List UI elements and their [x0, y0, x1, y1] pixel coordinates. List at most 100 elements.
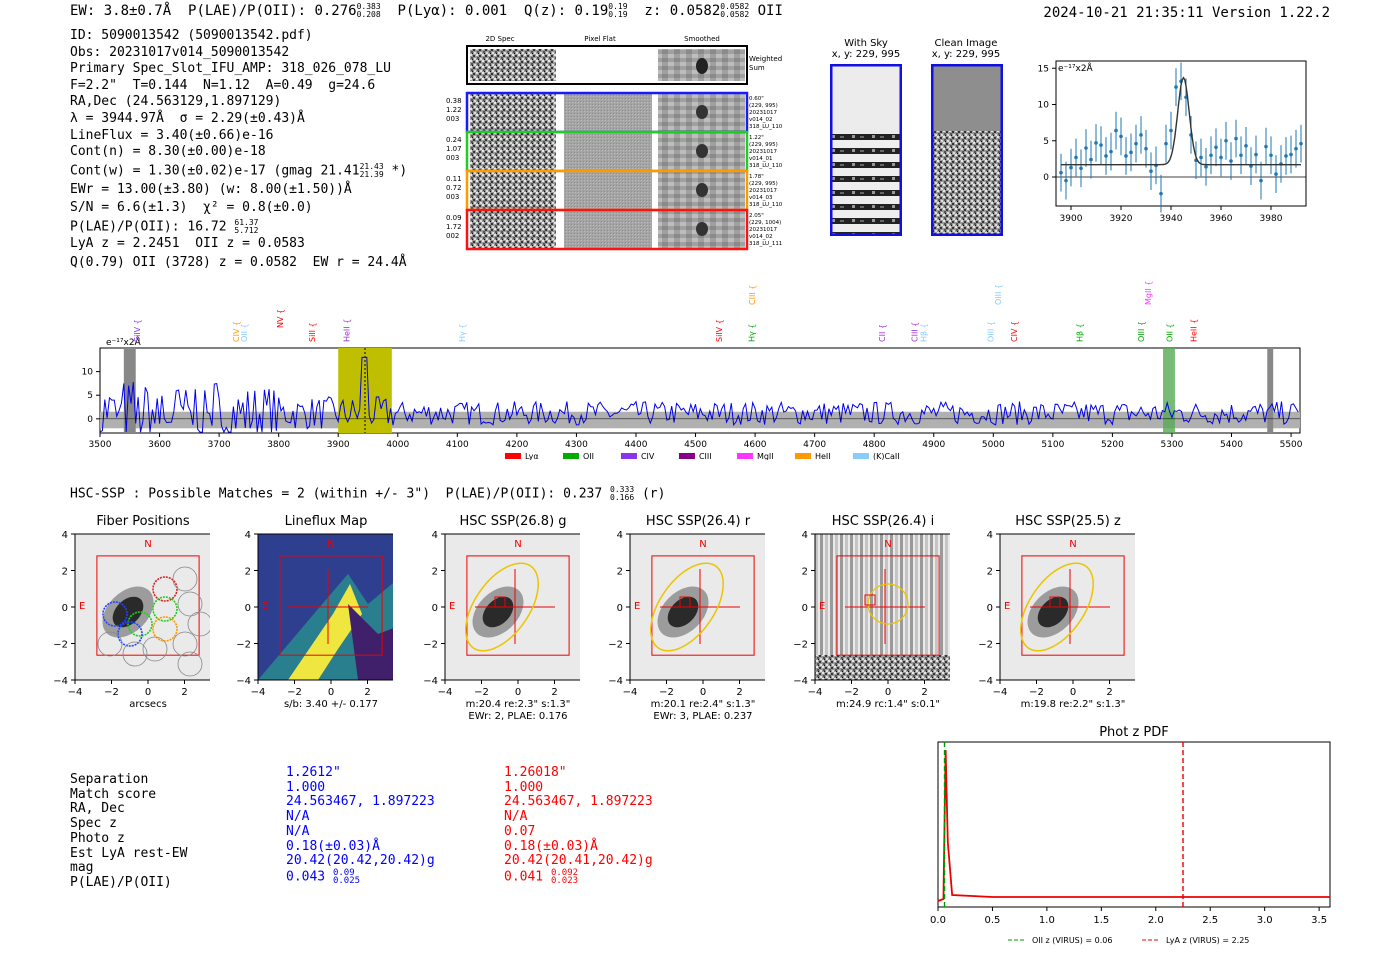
legend-label: MgII [757, 452, 774, 460]
panel-title: Lineflux Map [285, 514, 368, 529]
panel-ytick: 4 [987, 530, 993, 541]
panel-box [96, 555, 200, 656]
north-label: N [327, 539, 334, 550]
match-table: Separation Match score RA, Dec Spec z Ph… [70, 765, 670, 903]
zoom-ytick: 10 [1038, 101, 1050, 111]
zoom-point [1094, 141, 1098, 145]
photz-title: Phot z PDF [1099, 725, 1169, 740]
panel-aperture [465, 562, 539, 652]
zoom-point [1214, 145, 1218, 150]
panel-ytick: 0 [617, 603, 623, 614]
cutout-left-label: 0.72 [446, 184, 462, 192]
fiber-circle [172, 566, 198, 592]
panel-box [466, 555, 570, 656]
info-radec: RA,Dec (24.563129,1.897129) [70, 94, 282, 110]
info-primary-spec: Primary Spec_Slot_IFU_AMP: 318_026_078_L… [70, 61, 391, 77]
legend-label: CIII [699, 452, 712, 460]
zoom-point [1219, 155, 1223, 160]
emission-line-label: Hγ { [748, 324, 757, 342]
zoom-point [1274, 172, 1278, 176]
cutout-right-label: 20231017 [749, 188, 777, 194]
full-xtick: 3600 [148, 440, 171, 450]
zoom-point [1134, 141, 1138, 146]
emission-line-label: OIII { [986, 321, 995, 342]
panel-ytick: 2 [802, 567, 808, 578]
zoom-point [1199, 155, 1203, 160]
fiber-circle [152, 576, 178, 602]
legend-label: OII [583, 452, 594, 460]
panel-xtick: 2 [1106, 687, 1112, 698]
zoom-point [1099, 143, 1103, 147]
detection-info: ID: 5090013542 (5090013542.pdf) Obs: 202… [70, 28, 407, 271]
full-xtick: 4200 [505, 440, 528, 450]
fiber-circle [152, 596, 178, 622]
zoom-point [1129, 150, 1133, 155]
legend-swatch [794, 453, 811, 459]
panel-aperture [867, 583, 909, 625]
zoom-point [1144, 146, 1148, 151]
zoom-fit-line [1061, 76, 1301, 166]
panel-xtick: −2 [659, 687, 674, 698]
zoom-point [1284, 154, 1288, 158]
panel-ytick: 0 [245, 603, 251, 614]
full-xtick: 3800 [267, 440, 290, 450]
emission-line-label: CIII { [748, 285, 757, 305]
cutout-right-label: 20231017 [749, 227, 777, 233]
legend-label: HeII [815, 452, 831, 460]
panel-xtick: 2 [364, 687, 370, 698]
full-xtick: 5500 [1280, 440, 1303, 450]
zoom-point [1079, 166, 1083, 171]
clean-image [931, 64, 1003, 236]
fiber-circle [187, 611, 210, 637]
panel-xtick: 0 [700, 687, 706, 698]
emission-line-label: CIII { [911, 322, 920, 342]
cutout-right-label: 1.78" [749, 174, 764, 180]
panel-xtick: −4 [623, 687, 638, 698]
photz-axes [937, 741, 1331, 908]
panel-aperture [650, 562, 724, 652]
panel-xtick: −4 [438, 687, 453, 698]
cutout-right-label: 20231017 [749, 149, 777, 155]
cutout-left-label: 003 [446, 193, 459, 201]
zoom-point [1224, 138, 1228, 143]
cutout-left-label: 002 [446, 232, 459, 240]
legend-swatch [504, 453, 521, 459]
cutout-left-label: 0.24 [446, 136, 462, 144]
legend-swatch [736, 453, 753, 459]
emission-line-label: NV { [276, 309, 285, 328]
east-label: E [1004, 601, 1010, 612]
with-sky-title: With Sky x, y: 229, 995 [831, 38, 901, 60]
panel-xtick: −4 [251, 687, 266, 698]
zoom-point [1074, 155, 1078, 160]
zoom-point [1149, 169, 1153, 173]
legend-swatch [852, 453, 869, 459]
panel-xtick: 2 [181, 687, 187, 698]
full-ylabel: e⁻¹⁷x2Å [106, 336, 142, 348]
panel-frame [999, 533, 1135, 681]
label-separation: Separation [70, 772, 149, 787]
cutout-right-label: (229, 995) [749, 181, 778, 187]
panel-xtick: −4 [808, 687, 823, 698]
full-xtick: 4900 [922, 440, 945, 450]
info-lineflux: LineFlux = 3.40(±0.66)e-16 [70, 127, 274, 143]
label-photo-z: Photo z [70, 830, 125, 846]
panel-xtick: −4 [68, 687, 83, 698]
panel-ytick: −4 [423, 676, 438, 687]
legend-lya: LyA z (VIRUS) = 2.25 [1166, 936, 1249, 945]
zoom-point [1104, 154, 1108, 158]
zoom-point [1124, 154, 1128, 158]
legend-oii: OII z (VIRUS) = 0.06 [1032, 936, 1112, 945]
cutout-right-label: 20231017 [749, 110, 777, 116]
cutout-right-label: 318_LU_110 [749, 202, 783, 208]
panel-ytick: 4 [617, 530, 623, 541]
east-label: E [634, 601, 640, 612]
zoom-point [1084, 146, 1088, 150]
zoom-point [1269, 153, 1273, 158]
zoom-point [1119, 134, 1123, 139]
full-spectrum-line [99, 356, 1299, 434]
panel-frame [444, 533, 580, 681]
panel-xtick: 0 [1070, 687, 1076, 698]
